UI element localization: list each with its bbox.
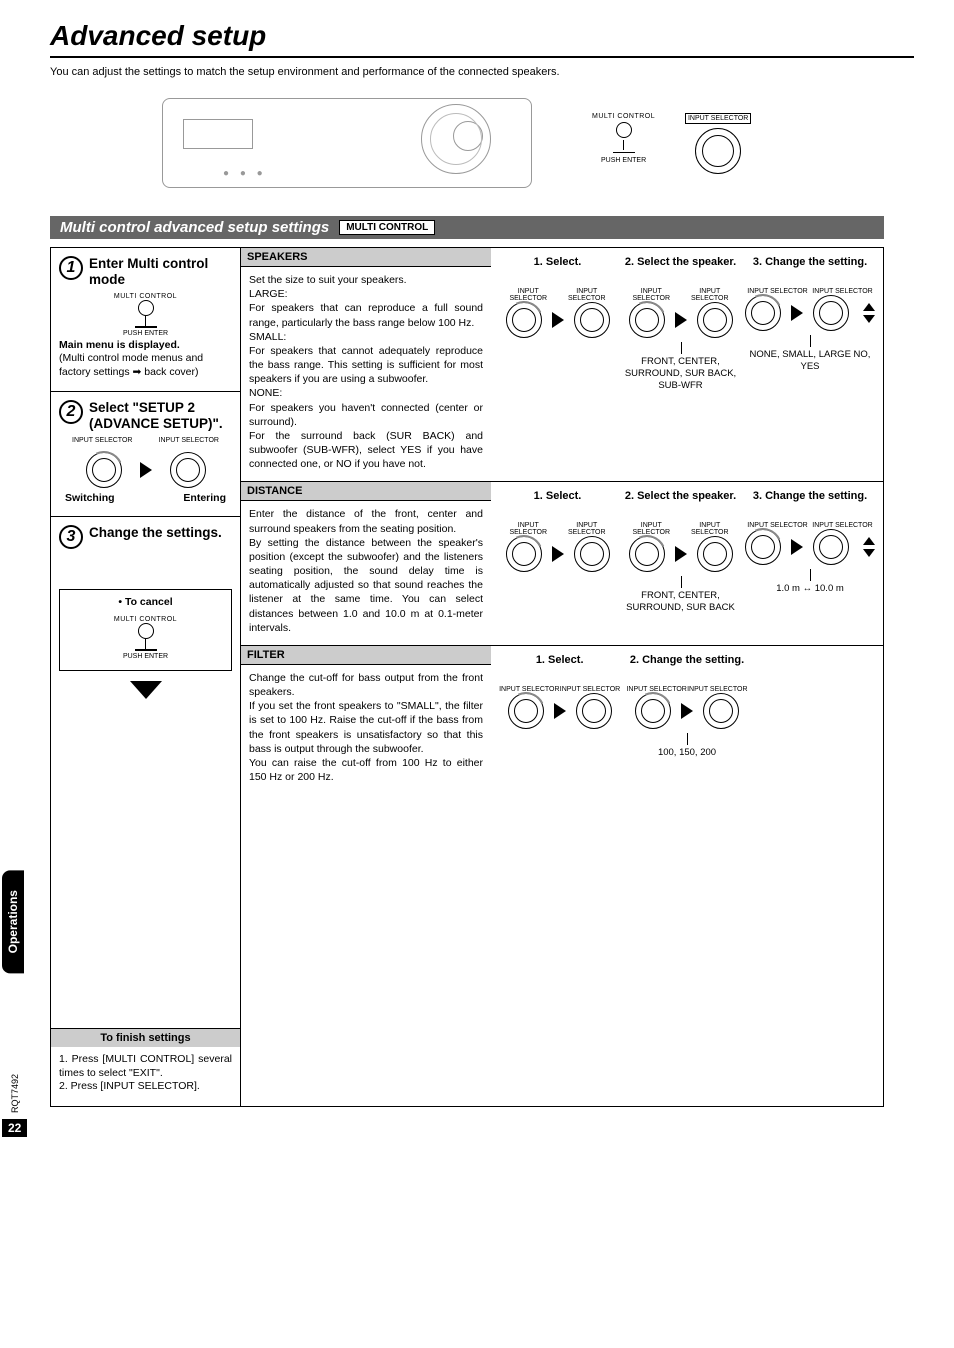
- cancel-label: • To cancel: [66, 596, 225, 610]
- intro-text: You can adjust the settings to match the…: [50, 66, 914, 78]
- step-3-title: Change the settings.: [89, 525, 222, 541]
- finish-box: To finish settings 1. Press [MULTI CONTR…: [51, 1029, 240, 1106]
- multi-control-mini-icon: MULTI CONTROL PUSH ENTER: [59, 293, 232, 337]
- section-tag: MULTI CONTROL: [339, 220, 435, 235]
- finish-line-1: 1. Press [MULTI CONTROL] several times t…: [59, 1053, 232, 1080]
- filter-s1: 1. Select.: [536, 654, 584, 682]
- selector-pair-icon: [59, 452, 232, 488]
- speakers-body: Set the size to suit your speakers. LARG…: [241, 267, 491, 481]
- speakers-head: SPEAKERS: [241, 248, 491, 267]
- speakers-s3: 3. Change the setting.: [753, 256, 867, 284]
- row-speakers: SPEAKERS Set the size to suit your speak…: [241, 248, 883, 482]
- cancel-control-icon: MULTI CONTROL PUSH ENTER: [66, 616, 225, 660]
- receiver-outline: ● ● ●: [162, 98, 532, 188]
- filter-s2: 2. Change the setting.: [630, 654, 744, 682]
- main-panel: 1 Enter Multi control mode MULTI CONTROL…: [50, 247, 884, 1107]
- distance-s1: 1. Select.: [534, 490, 582, 518]
- step-2-num: 2: [59, 400, 83, 424]
- filter-opt2: 100, 150, 200: [658, 747, 716, 759]
- switching-label: Switching: [65, 492, 115, 504]
- multi-control-icon: MULTI CONTROL PUSH ENTER: [592, 113, 655, 165]
- step-3-num: 3: [59, 525, 83, 549]
- entering-label: Entering: [183, 492, 226, 504]
- page-number: 22: [2, 1119, 27, 1137]
- step-2-title: Select "SETUP 2 (ADVANCE SETUP)".: [89, 400, 232, 431]
- down-arrow-icon: [130, 681, 162, 699]
- right-column: SPEAKERS Set the size to suit your speak…: [241, 248, 883, 1106]
- input-selector-icon: INPUT SELECTOR: [685, 113, 751, 174]
- speakers-s2: 2. Select the speaker.: [625, 256, 736, 284]
- speakers-s1: 1. Select.: [534, 256, 582, 284]
- step-1-note: Main menu is displayed. (Multi control m…: [59, 339, 232, 380]
- distance-head: DISTANCE: [241, 482, 491, 501]
- row-filter: FILTER Change the cut-off for bass outpu…: [241, 646, 883, 1106]
- section-bar: Multi control advanced setup settings MU…: [50, 216, 884, 239]
- step-2-box: 2 Select "SETUP 2 (ADVANCE SETUP)". INPU…: [51, 392, 240, 517]
- distance-body: Enter the distance of the front, center …: [241, 501, 491, 645]
- finish-line-2: 2. Press [INPUT SELECTOR].: [59, 1080, 232, 1094]
- step-3-box: 3 Change the settings. • To cancel MULTI…: [51, 517, 240, 1029]
- page-footer: RQT7492 22: [2, 1074, 27, 1137]
- step-1-num: 1: [59, 256, 83, 280]
- page-title: Advanced setup: [50, 20, 914, 58]
- row-distance: DISTANCE Enter the distance of the front…: [241, 482, 883, 646]
- distance-s2: 2. Select the speaker.: [625, 490, 736, 518]
- speakers-opt2: FRONT, CENTER, SURROUND, SUR BACK, SUB-W…: [622, 356, 739, 392]
- cancel-box: • To cancel MULTI CONTROL PUSH ENTER: [59, 589, 232, 670]
- doc-code: RQT7492: [10, 1074, 20, 1113]
- distance-s3: 3. Change the setting.: [753, 490, 867, 518]
- finish-heading: To finish settings: [51, 1029, 240, 1047]
- side-tab-operations: Operations: [2, 870, 24, 973]
- section-title: Multi control advanced setup settings: [60, 219, 329, 236]
- step-1-title: Enter Multi control mode: [89, 256, 232, 287]
- receiver-diagram: ● ● ● MULTI CONTROL PUSH ENTER INPUT SEL…: [50, 88, 884, 198]
- distance-opt2: FRONT, CENTER, SURROUND, SUR BACK: [622, 590, 739, 614]
- filter-head: FILTER: [241, 646, 491, 665]
- left-column: 1 Enter Multi control mode MULTI CONTROL…: [51, 248, 241, 1106]
- distance-opt3: 1.0 m ↔ 10.0 m: [776, 583, 844, 595]
- filter-body: Change the cut-off for bass output from …: [241, 665, 491, 794]
- speakers-opt3: NONE, SMALL, LARGE NO, YES: [745, 349, 875, 373]
- step-1-box: 1 Enter Multi control mode MULTI CONTROL…: [51, 248, 240, 392]
